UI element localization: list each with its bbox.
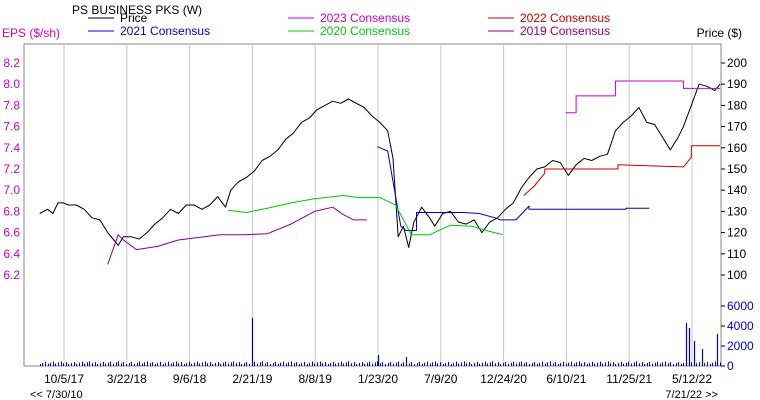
x-tick-label: 7/9/20 <box>424 372 458 386</box>
x-tick-label: 11/25/21 <box>606 372 652 386</box>
legend-label-2022-consensus: 2022 Consensus <box>520 11 610 25</box>
price-tick-label: 170 <box>727 120 747 134</box>
series-line-2020-consensus <box>228 195 504 236</box>
price-tick-label: 150 <box>727 162 747 176</box>
volume-tick-label: 0 <box>727 359 734 373</box>
volume-axis: 6000 4000 2000 0 <box>721 299 754 373</box>
chart-title: PS BUSINESS PKS (W) <box>72 3 202 17</box>
range-end-label[interactable]: 7/21/22 >> <box>665 389 718 400</box>
left-axis-label: EPS ($/sh) <box>2 26 60 40</box>
price-tick-label: 140 <box>727 183 747 197</box>
eps-tick-label: 7.0 <box>3 183 20 197</box>
volume-tick-label: 6000 <box>727 299 754 313</box>
eps-tick-label: 7.6 <box>3 120 20 134</box>
legend-label-2021-consensus: 2021 Consensus <box>120 24 210 38</box>
series-line-2023-consensus <box>565 80 720 114</box>
legend-label-2020-consensus: 2020 Consensus <box>320 24 410 38</box>
eps-tick-label: 6.4 <box>3 247 20 261</box>
x-axis: 10/5/17 3/22/18 9/6/18 2/21/19 8/8/19 1/23/20… <box>44 372 712 386</box>
x-tick-label: 5/12/22 <box>672 372 712 386</box>
x-tick-label: 3/22/18 <box>107 372 147 386</box>
range-start-label[interactable]: << 7/30/10 <box>30 389 83 400</box>
price-tick-label: 160 <box>727 141 747 155</box>
volume-bars <box>40 318 721 366</box>
series-lines <box>39 80 721 265</box>
x-tick-label: 9/6/18 <box>173 372 207 386</box>
volume-tick-label: 4000 <box>727 319 754 333</box>
x-tick-label: 2/21/19 <box>232 372 272 386</box>
price-tick-label: 110 <box>727 247 746 261</box>
x-tick-label: 8/8/19 <box>299 372 333 386</box>
eps-axis: 8.2 8.0 7.8 7.6 7.4 7.2 7.0 6.8 6.6 6.4 6.2 <box>3 56 20 282</box>
legend-label-2023-consensus: 2023 Consensus <box>320 11 410 25</box>
eps-tick-label: 6.8 <box>3 204 20 218</box>
x-tick-label: 12/24/20 <box>480 372 527 386</box>
price-axis: 200 190 180 170 160 150 140 130 120 110 100 <box>721 56 747 282</box>
price-tick-label: 190 <box>727 77 747 91</box>
price-tick-label: 130 <box>727 204 747 218</box>
series-line-price <box>39 83 721 248</box>
volume-tick-label: 2000 <box>727 339 754 353</box>
eps-tick-label: 8.0 <box>3 77 20 91</box>
price-tick-label: 100 <box>727 268 747 282</box>
plot-area <box>23 43 722 367</box>
eps-tick-label: 8.2 <box>3 56 20 70</box>
legend-label-price: Price <box>120 11 148 25</box>
series-line-2022-consensus <box>523 145 720 196</box>
x-tick-label: 10/5/17 <box>44 372 84 386</box>
x-tick-label: 6/10/21 <box>546 372 586 386</box>
price-tick-label: 200 <box>727 56 747 70</box>
eps-tick-label: 7.2 <box>3 162 20 176</box>
price-tick-label: 120 <box>727 226 747 240</box>
eps-tick-label: 6.2 <box>3 268 20 282</box>
right-axis-label: Price ($) <box>697 26 742 40</box>
eps-tick-label: 7.4 <box>3 141 20 155</box>
series-line-2021-consensus <box>377 146 650 231</box>
eps-tick-label: 7.8 <box>3 98 20 112</box>
price-tick-label: 180 <box>727 98 747 112</box>
x-tick-label: 1/23/20 <box>358 372 398 386</box>
eps-tick-label: 6.6 <box>3 226 20 240</box>
legend-label-2019-consensus: 2019 Consensus <box>520 24 610 38</box>
series-line-2019-consensus <box>107 206 367 265</box>
